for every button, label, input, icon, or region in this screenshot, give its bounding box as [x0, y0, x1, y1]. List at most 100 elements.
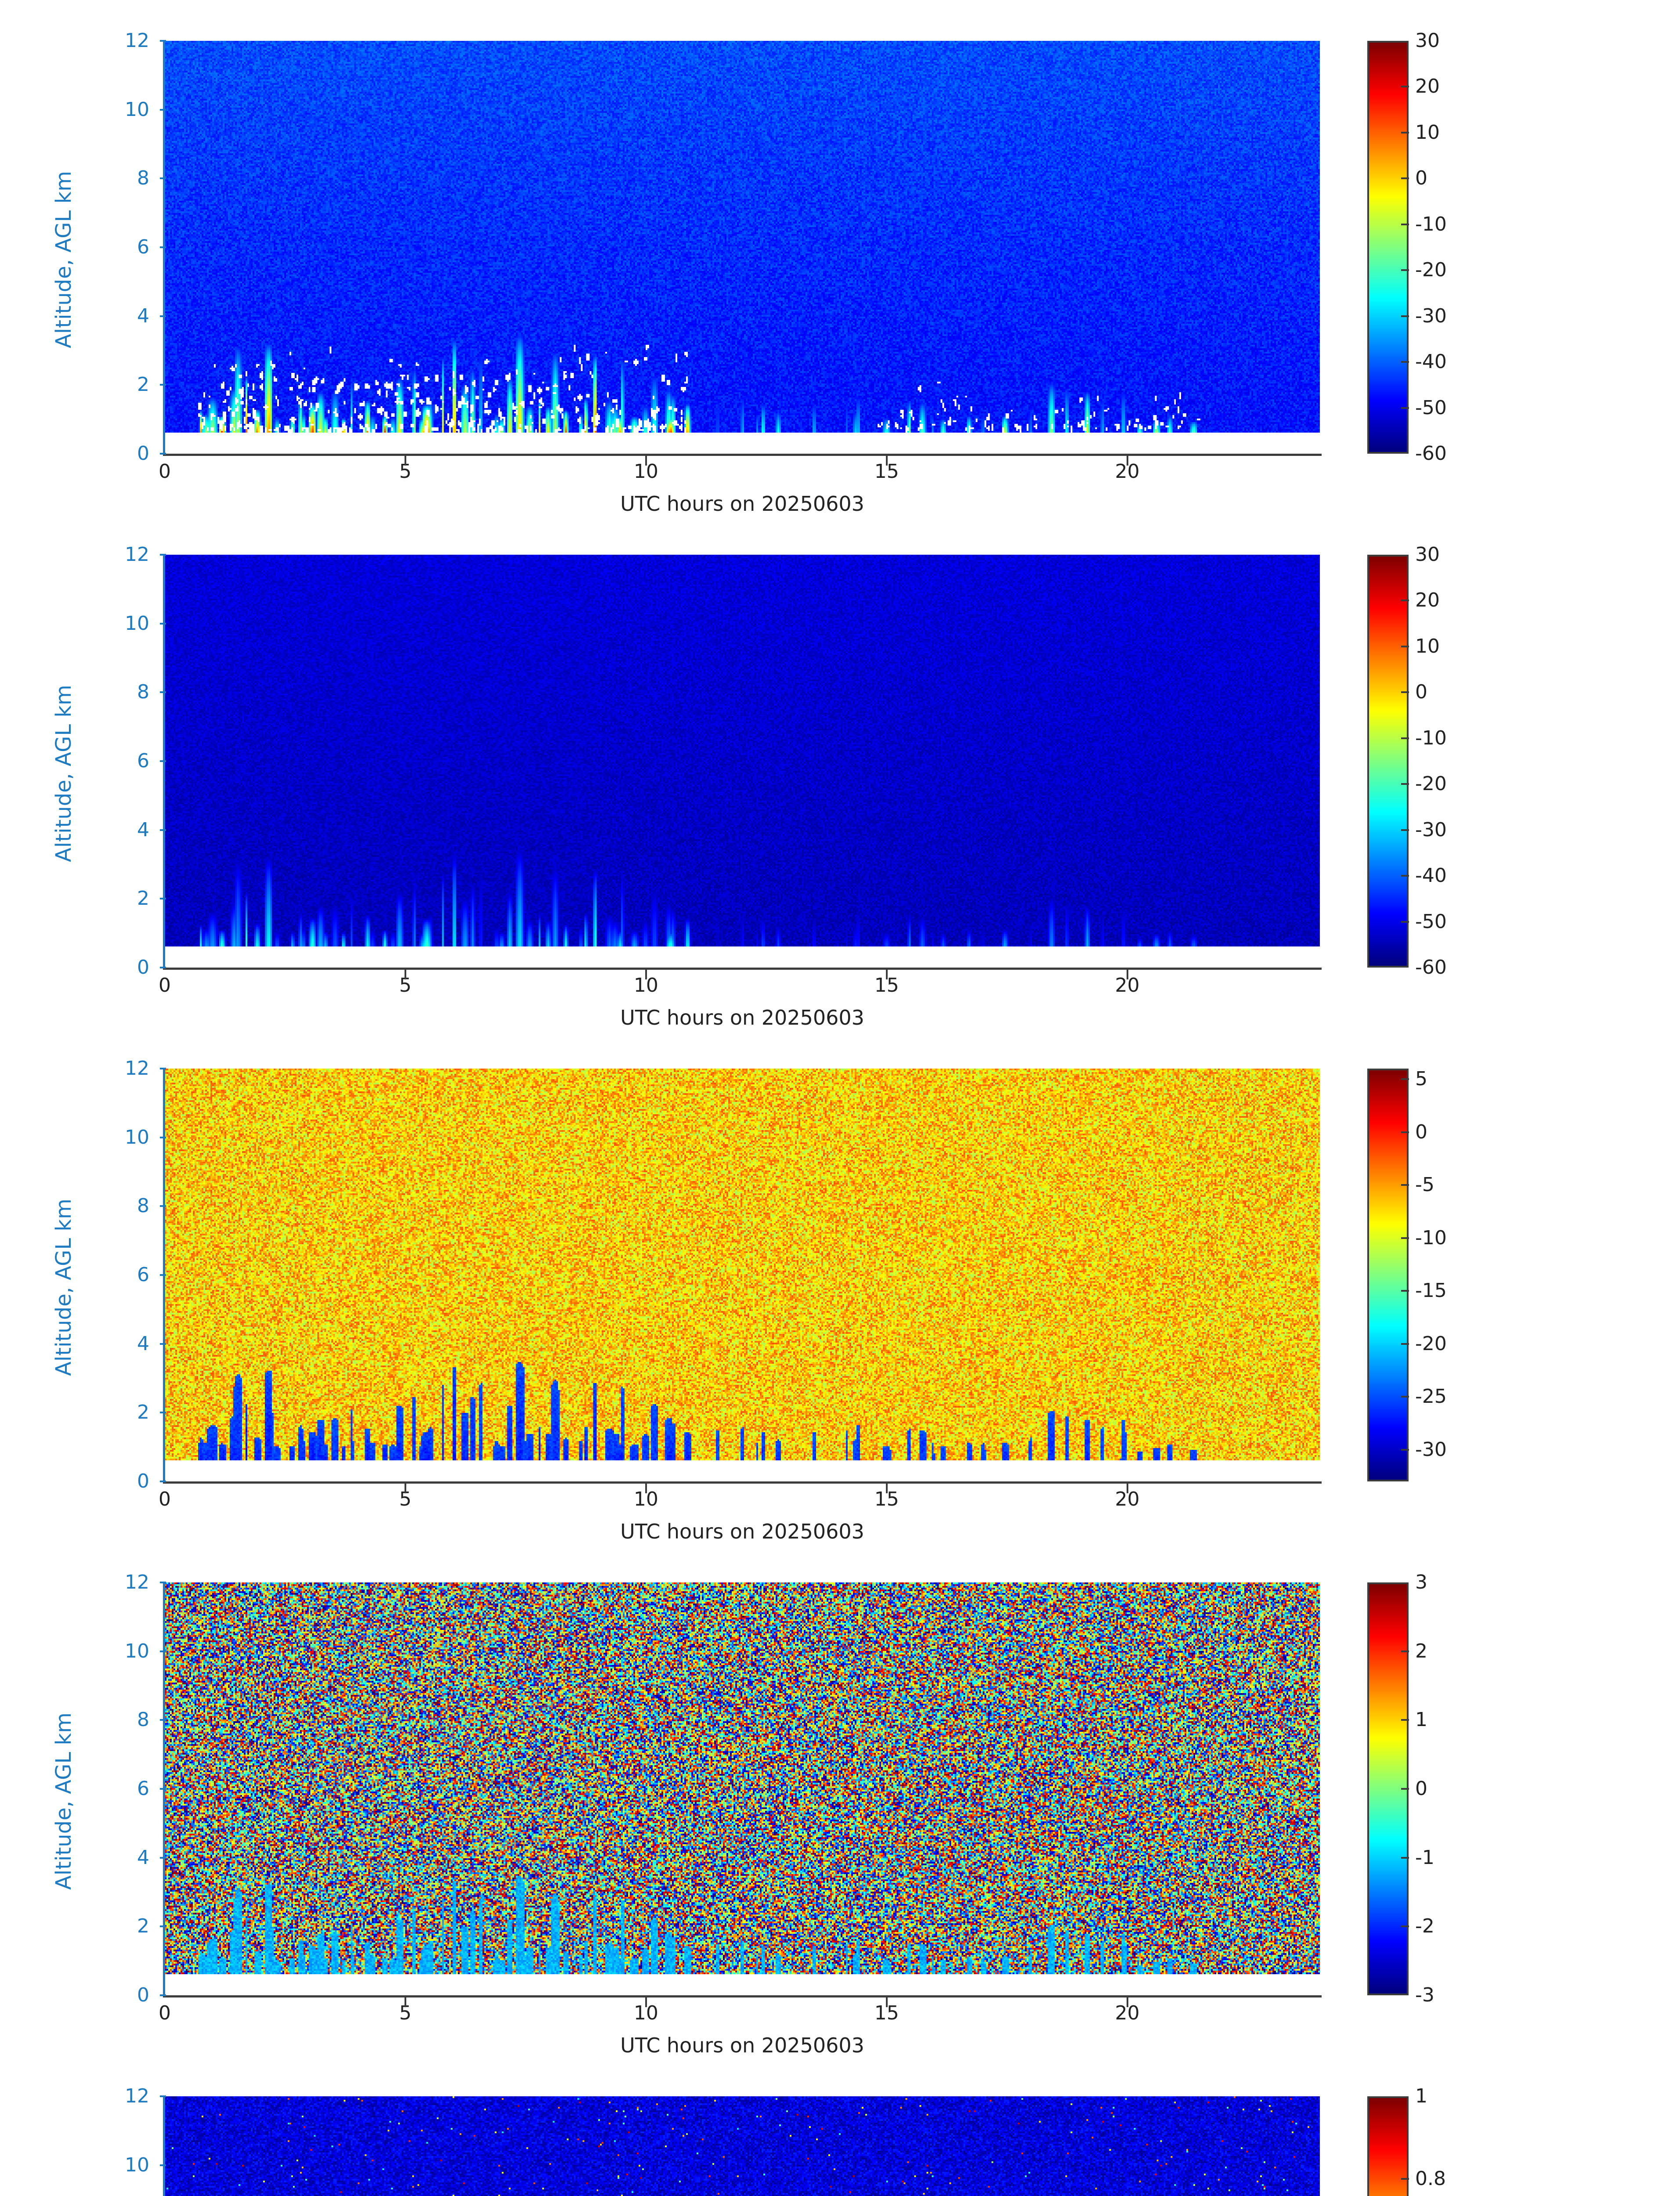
y-axis-spine	[163, 2096, 165, 2196]
colorbar-tick-label: -50	[1415, 910, 1447, 933]
heatmap-canvas-2	[165, 1069, 1320, 1481]
colorbar-tick-label: 0	[1415, 1120, 1427, 1143]
y-axis-label: Altitude, AGL km	[51, 2174, 76, 2196]
y-tick-mark	[160, 453, 166, 455]
y-tick-mark	[160, 1925, 166, 1928]
y-tick-mark	[160, 1274, 166, 1276]
radar-panel-2: 0 2 4 6 8 10 12 0 5 10 15 20 UTC hours on 20250603 Al…	[0, 1041, 1680, 1555]
plot-area-2	[165, 1069, 1320, 1481]
colorbar-tick-label: -60	[1415, 442, 1447, 465]
colorbar-tick-label: -10	[1415, 726, 1447, 749]
y-axis-spine	[163, 1582, 165, 1997]
x-axis-spine	[163, 454, 1322, 456]
y-tick-label: 8	[137, 1708, 149, 1731]
x-tick-mark	[885, 1997, 888, 2007]
plot-area-0	[165, 41, 1320, 454]
x-tick-mark	[885, 1484, 888, 1493]
colorbar-tick-label: -40	[1415, 864, 1447, 887]
colorbar-3	[1367, 1582, 1409, 1995]
y-tick-label: 6	[137, 1777, 149, 1800]
colorbar-tick-label: 10	[1415, 635, 1440, 657]
y-tick-mark	[160, 1412, 166, 1414]
y-axis-label: Altitude, AGL km	[51, 1199, 76, 1376]
plot-area-1	[165, 555, 1320, 968]
y-tick-label: 2	[137, 887, 149, 910]
x-tick-mark	[404, 970, 406, 979]
y-tick-label: 8	[137, 167, 149, 190]
colorbar-tick-label: -3	[1415, 1984, 1434, 2006]
y-axis-label: Altitude, AGL km	[51, 171, 76, 348]
colorbar-tick-mark	[1401, 131, 1409, 134]
heatmap-canvas-1	[165, 555, 1320, 968]
colorbar-tick-mark	[1401, 1925, 1409, 1928]
x-tick-label: 0	[159, 974, 171, 997]
y-tick-label: 6	[137, 1264, 149, 1286]
colorbar-tick-mark	[1401, 737, 1409, 739]
x-axis-spine	[163, 968, 1322, 970]
colorbar-gradient	[1369, 1584, 1407, 1994]
colorbar-tick-mark	[1401, 86, 1409, 88]
colorbar-tick-label: 30	[1415, 29, 1440, 52]
x-tick-mark	[1126, 1997, 1128, 2007]
y-tick-mark	[160, 1994, 166, 1996]
y-tick-label: 10	[125, 612, 149, 635]
colorbar-tick-label: 1	[1415, 2085, 1427, 2107]
y-tick-label: 2	[137, 1401, 149, 1424]
colorbar-tick-label: 20	[1415, 75, 1440, 98]
colorbar-tick-mark	[1401, 2178, 1409, 2180]
y-tick-mark	[160, 246, 166, 248]
colorbar-tick-label: 0.8	[1415, 2167, 1446, 2190]
colorbar-tick-label: 0	[1415, 681, 1427, 704]
colorbar-tick-mark	[1401, 361, 1409, 363]
colorbar-tick-label: 20	[1415, 589, 1440, 612]
y-tick-mark	[160, 1856, 166, 1859]
heatmap-canvas-4	[165, 2096, 1320, 2196]
x-tick-mark	[404, 456, 406, 466]
colorbar-2	[1367, 1069, 1409, 1481]
colorbar-tick-mark	[1401, 407, 1409, 409]
y-tick-mark	[160, 2095, 166, 2097]
colorbar-tick-mark	[1401, 600, 1409, 602]
x-axis-label: UTC hours on 20250603	[620, 492, 864, 516]
colorbar-tick-mark	[1401, 223, 1409, 225]
y-tick-mark	[160, 622, 166, 625]
y-tick-label: 6	[137, 236, 149, 258]
colorbar-tick-mark	[1401, 177, 1409, 180]
colorbar-tick-label: -30	[1415, 818, 1447, 841]
colorbar-gradient	[1369, 556, 1407, 966]
colorbar-tick-mark	[1401, 1856, 1409, 1859]
y-tick-label: 8	[137, 1195, 149, 1217]
y-tick-label: 12	[125, 2085, 149, 2107]
colorbar-tick-mark	[1401, 1719, 1409, 1721]
colorbar-tick-label: -20	[1415, 1332, 1447, 1355]
x-tick-mark	[645, 456, 647, 466]
colorbar-tick-mark	[1401, 1237, 1409, 1239]
colorbar-tick-mark	[1401, 1650, 1409, 1652]
x-axis-label: UTC hours on 20250603	[620, 1006, 864, 1029]
heatmap-canvas-3	[165, 1582, 1320, 1995]
colorbar-tick-mark	[1401, 1078, 1409, 1080]
y-tick-label: 0	[137, 1984, 149, 2006]
colorbar-tick-label: -30	[1415, 1438, 1447, 1461]
y-tick-mark	[160, 1136, 166, 1138]
x-tick-label: 0	[159, 460, 171, 483]
colorbar-tick-label: -25	[1415, 1385, 1447, 1408]
y-tick-label: 12	[125, 1057, 149, 1080]
x-axis-spine	[163, 1481, 1322, 1484]
colorbar-tick-mark	[1401, 645, 1409, 647]
x-axis-spine	[163, 1995, 1322, 1997]
y-tick-mark	[160, 1068, 166, 1069]
y-tick-mark	[160, 108, 166, 111]
colorbar-tick-label: 30	[1415, 543, 1440, 566]
y-tick-mark	[160, 2164, 166, 2166]
colorbar-tick-label: 10	[1415, 121, 1440, 144]
y-tick-label: 6	[137, 750, 149, 772]
radar-panel-0: 0 2 4 6 8 10 12 0 5 10 15 20 UTC hours on 20250603 Al…	[0, 13, 1680, 527]
x-tick-mark	[645, 970, 647, 979]
colorbar-tick-label: -1	[1415, 1846, 1434, 1869]
y-tick-label: 8	[137, 681, 149, 704]
colorbar-tick-mark	[1401, 691, 1409, 693]
y-tick-mark	[160, 691, 166, 693]
y-tick-mark	[160, 1788, 166, 1790]
